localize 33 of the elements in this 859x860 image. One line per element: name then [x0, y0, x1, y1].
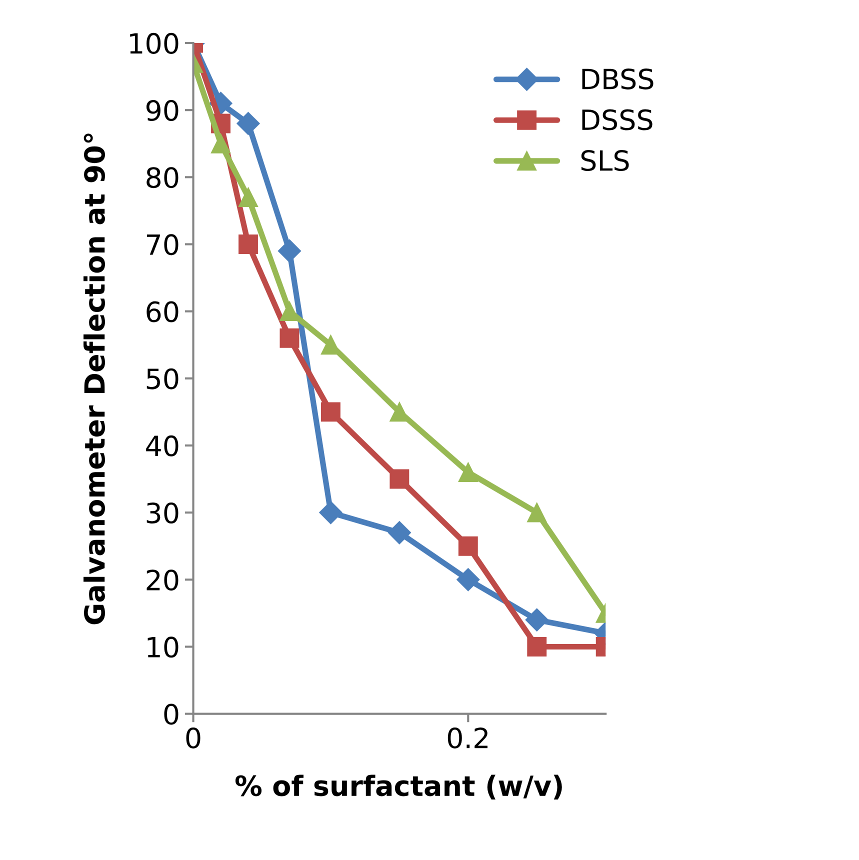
y-tick-label: 70 — [147, 234, 178, 256]
y-tick-label: 80 — [146, 167, 178, 188]
point — [238, 234, 258, 254]
legend-label: SLS — [581, 150, 629, 172]
point — [238, 188, 258, 208]
point — [456, 568, 480, 592]
y-tick-label: 100 — [130, 32, 178, 54]
y-tick-label: 20 — [146, 570, 178, 591]
point — [320, 402, 340, 422]
point — [458, 536, 478, 556]
point — [458, 462, 478, 482]
y-tick-label: 50 — [146, 368, 178, 390]
y-tick-label: 0 — [164, 704, 178, 725]
point — [525, 608, 548, 632]
point — [527, 636, 547, 656]
point — [278, 239, 301, 262]
y-tick-label: 30 — [146, 502, 178, 524]
point — [319, 501, 342, 524]
point — [280, 328, 300, 348]
point — [390, 469, 410, 489]
y-tick-label: 10 — [148, 636, 178, 658]
x-axis-title: % of surfactant (w/v) — [235, 774, 562, 800]
y-tick-label: 40 — [146, 435, 178, 456]
legend-label: DSSS — [582, 109, 652, 130]
y-tick-label: 60 — [146, 301, 178, 322]
y-axis-title: Galvanometer Deflection at 90° — [84, 134, 106, 624]
legend-label: DBSS — [582, 68, 654, 90]
point — [236, 112, 260, 135]
y-tick-label: 90 — [146, 100, 178, 122]
x-tick-label: 0.2 — [448, 727, 488, 748]
point — [388, 521, 411, 544]
point — [527, 502, 547, 522]
point — [211, 134, 230, 154]
